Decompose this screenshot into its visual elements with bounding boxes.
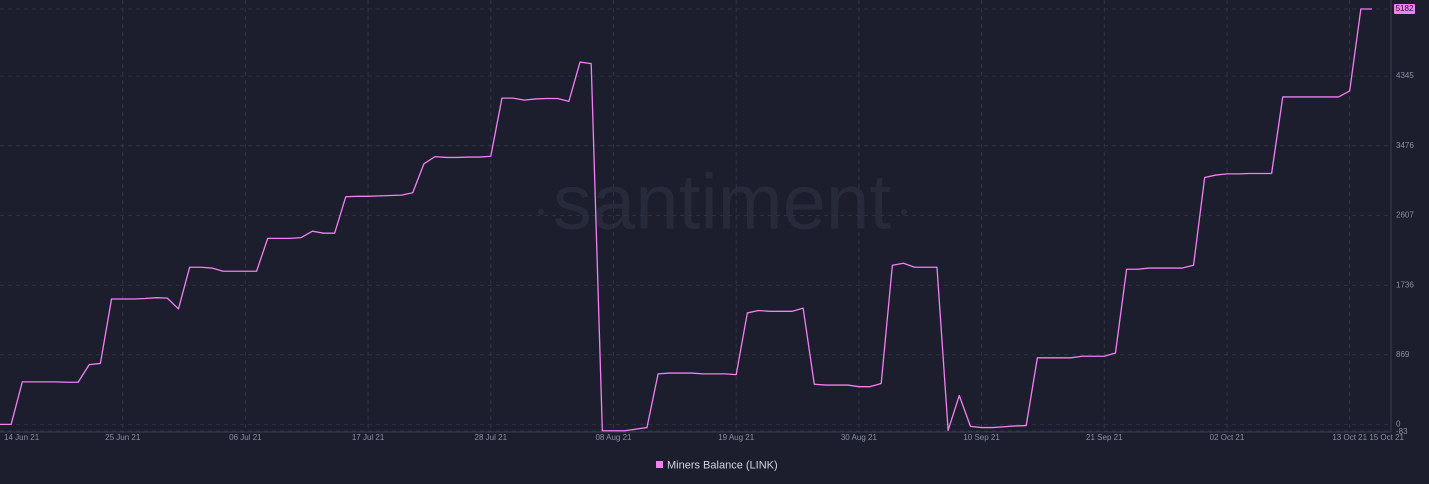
y-tick-label: 0 — [1396, 419, 1401, 428]
current-value-badge — [1394, 4, 1415, 14]
y-tick-label: 4345 — [1396, 71, 1414, 80]
y-tick-label: -83 — [1396, 427, 1408, 436]
x-tick-label: 02 Oct 21 — [1210, 433, 1245, 442]
y-tick-label: 2607 — [1396, 211, 1414, 220]
legend-swatch — [656, 461, 663, 468]
y-tick-label: 1736 — [1396, 280, 1414, 289]
x-tick-label: 14 Jun 21 — [4, 433, 40, 442]
y-tick-label: 869 — [1396, 350, 1410, 359]
legend-label: Miners Balance (LINK) — [667, 459, 778, 471]
x-tick-label: 25 Jun 21 — [105, 433, 141, 442]
x-tick-label: 28 Jul 21 — [475, 433, 508, 442]
x-tick-label: 08 Aug 21 — [595, 433, 632, 442]
x-tick-label: 19 Aug 21 — [718, 433, 755, 442]
watermark: santiment — [553, 158, 891, 246]
watermark-dot — [538, 209, 544, 215]
x-tick-label: 21 Sep 21 — [1086, 433, 1123, 442]
y-tick-label: 5182 — [1396, 4, 1414, 13]
x-tick-label: 13 Oct 21 — [1332, 433, 1367, 442]
x-tick-label: 15 Oct 21 — [1369, 433, 1404, 442]
x-tick-label: 30 Aug 21 — [841, 433, 878, 442]
x-tick-label: 10 Sep 21 — [963, 433, 1000, 442]
line-series — [0, 8, 1372, 432]
y-tick-label: 3476 — [1396, 141, 1414, 150]
watermark-dot — [901, 209, 907, 215]
x-tick-label: 17 Jul 21 — [352, 433, 385, 442]
x-tick-label: 06 Jul 21 — [229, 433, 262, 442]
